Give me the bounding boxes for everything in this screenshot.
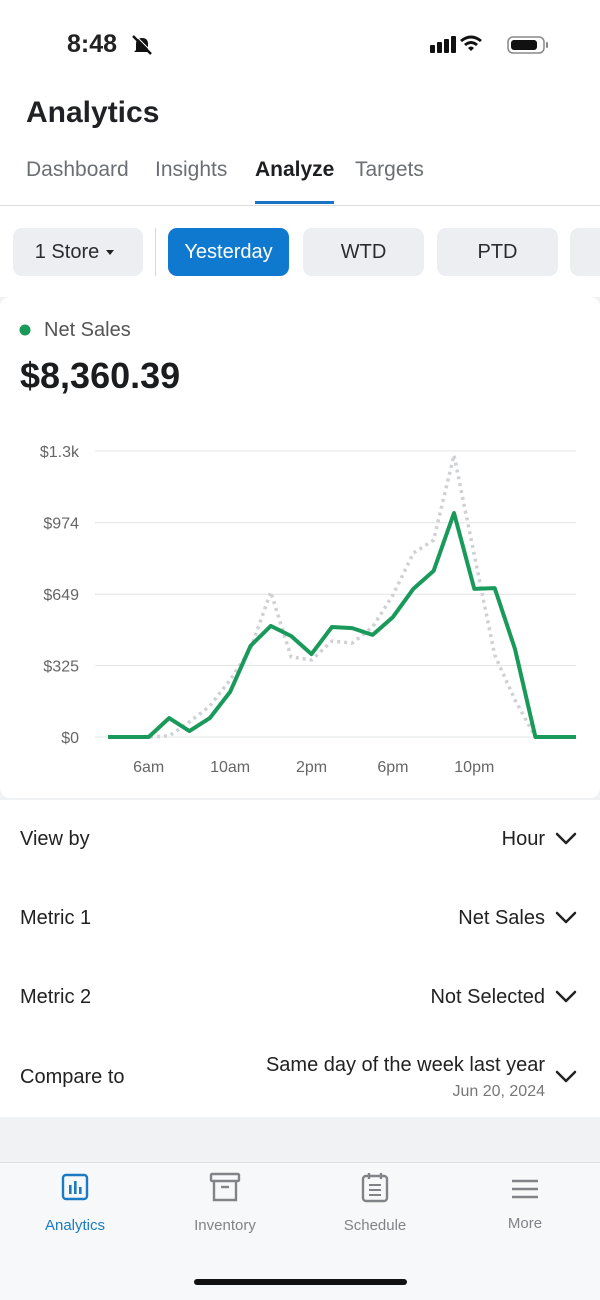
nav-label: Inventory — [194, 1217, 256, 1234]
line-chart: $0 $325 $649 $974 $1.3k 6am 10am 2pm 6pm 10pm — [40, 444, 576, 776]
icon-shape — [61, 1173, 89, 1201]
setting-value: Same day of the week last year — [265, 1054, 545, 1076]
y-tick-label: $0 — [61, 730, 79, 747]
store-label: 1 Store — [34, 240, 100, 263]
x-tick-label: 10pm — [454, 759, 494, 776]
bottom-nav: Analytics Inventory Schedule More — [0, 1162, 600, 1300]
period-chip[interactable]: Yesterday — [168, 228, 289, 276]
period-chip[interactable]: WTD — [303, 228, 424, 276]
nav-label: Schedule — [343, 1217, 407, 1234]
chevron-icon — [555, 990, 577, 1003]
setting-row[interactable]: Metric 1 Net Sales — [0, 879, 600, 959]
chevron-icon — [555, 911, 577, 924]
icon-shape — [209, 1172, 241, 1183]
series-line — [108, 511, 576, 739]
chevron-icon — [555, 832, 577, 845]
status-icons — [430, 35, 548, 54]
chart-card — [0, 297, 600, 798]
chevron-icon — [555, 1070, 577, 1083]
dropdown-icon — [106, 250, 115, 255]
chevron-path — [555, 990, 577, 1003]
setting-detail: Jun 20, 2024 — [452, 1083, 545, 1100]
tab[interactable]: Dashboard — [26, 158, 129, 181]
x-tick-label: 10am — [210, 759, 250, 776]
nav-label: Analytics — [44, 1217, 106, 1234]
x-tick-label: 6am — [133, 759, 164, 776]
nav-icon — [512, 1179, 538, 1199]
store-selector[interactable]: 1 Store — [13, 228, 143, 276]
nav-item[interactable]: More — [450, 1163, 600, 1263]
setting-label: Compare to — [20, 1066, 125, 1088]
total-value: $8,360.39 — [20, 355, 181, 396]
period-chip[interactable]: PTD — [437, 228, 558, 276]
setting-value: Hour — [501, 828, 545, 850]
y-tick-label: $649 — [43, 587, 79, 604]
page-title: Analytics — [26, 96, 160, 129]
icon-shape — [212, 1181, 238, 1202]
chevron-path — [555, 1070, 577, 1083]
status-time: 8:48 — [67, 30, 118, 58]
chevron-path — [555, 832, 577, 845]
tab[interactable]: Insights — [155, 158, 228, 181]
nav-item[interactable]: Schedule — [300, 1163, 450, 1263]
legend-label: Net Sales — [44, 319, 131, 341]
icon-shape — [69, 1185, 72, 1194]
tab[interactable]: Targets — [355, 158, 424, 181]
setting-row[interactable]: View by Hour — [0, 800, 600, 880]
setting-label: Metric 1 — [20, 907, 92, 929]
home-indicator — [194, 1279, 407, 1285]
y-tick-label: $974 — [43, 516, 79, 533]
filter-separator — [155, 228, 156, 276]
tab-indicator — [255, 201, 334, 204]
mute-icon — [132, 34, 153, 55]
nav-label: More — [507, 1215, 543, 1232]
icon-shape — [74, 1181, 77, 1194]
chevron-path — [555, 911, 577, 924]
x-tick-label: 6pm — [377, 759, 408, 776]
nav-icon — [361, 1173, 389, 1203]
y-tick-label: $1.3k — [40, 444, 80, 461]
nav-item[interactable]: Inventory — [150, 1163, 300, 1263]
setting-value: Net Sales — [458, 907, 545, 929]
setting-row[interactable]: Metric 2 Not Selected — [0, 958, 600, 1038]
setting-label: View by — [20, 828, 90, 850]
more-chip[interactable] — [570, 228, 600, 276]
icon-shape — [79, 1187, 82, 1194]
comparison-line — [108, 453, 576, 739]
nav-icon — [61, 1173, 89, 1201]
nav-icon — [209, 1172, 241, 1202]
tab-divider — [0, 205, 600, 206]
setting-value: Not Selected — [430, 986, 545, 1008]
setting-label: Metric 2 — [20, 986, 92, 1008]
tab[interactable]: Analyze — [255, 158, 335, 181]
nav-item[interactable]: Analytics — [0, 1163, 150, 1263]
y-tick-label: $325 — [43, 659, 79, 676]
legend-dot — [19, 324, 31, 336]
x-tick-label: 2pm — [296, 759, 327, 776]
icon-shape — [361, 1174, 389, 1203]
setting-row[interactable]: Compare to Same day of the week last year… — [0, 1037, 600, 1117]
